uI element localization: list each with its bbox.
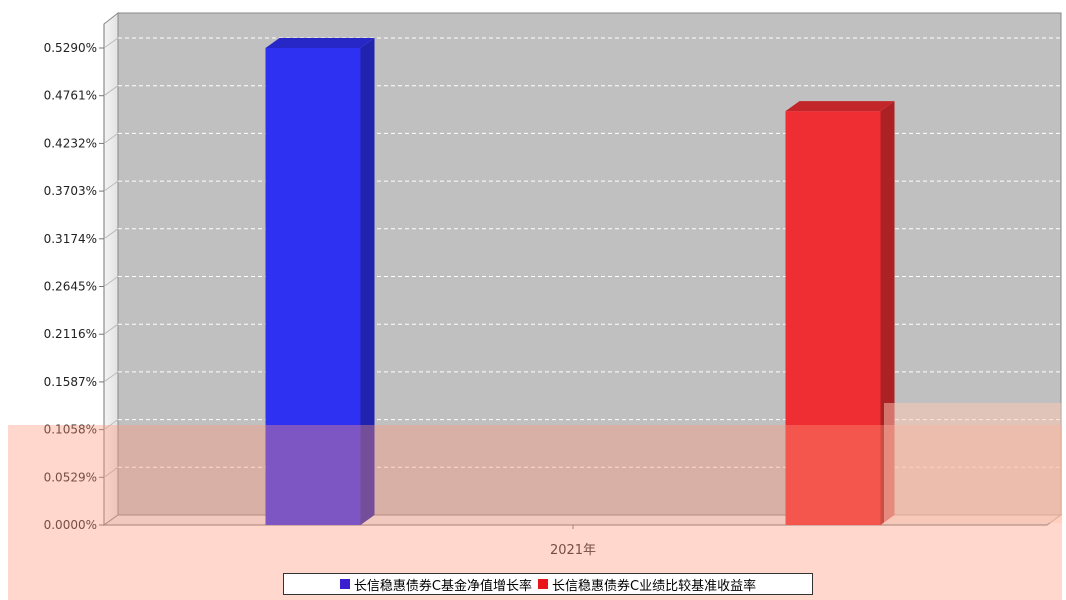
legend-label-nav-growth: 长信稳惠债券C基金净值增长率 [353, 578, 532, 594]
plot-area [117, 12, 1062, 516]
gridline-wall [103, 276, 119, 287]
gridline-wall [103, 323, 119, 335]
bar-top-1 [785, 101, 895, 112]
gridline-wall [103, 132, 119, 144]
legend-label-benchmark: 长信稳惠债券C业绩比较基准收益率 [552, 578, 757, 594]
gridline-wall [103, 419, 119, 431]
bar-side-0 [360, 38, 375, 525]
legend-item-nav-growth: 长信稳惠债券C基金净值增长率 [339, 575, 532, 594]
y-tick-label: 0.1587% [44, 375, 97, 389]
bar-side-1 [880, 101, 895, 526]
y-tick-label: 0.4232% [44, 136, 97, 150]
y-tick-label: 0.2645% [44, 280, 97, 294]
y-tick-label: 0.3703% [44, 184, 97, 198]
gridline-wall [103, 180, 119, 192]
x-category-label: 2021年 [550, 543, 596, 558]
legend-item-benchmark: 长信稳惠债券C业绩比较基准收益率 [538, 575, 756, 594]
gridline-wall [103, 466, 119, 478]
gridline-wall [103, 37, 119, 49]
gridline-wall [103, 85, 119, 97]
legend: 长信稳惠债券C基金净值增长率 长信稳惠债券C业绩比较基准收益率 [283, 573, 813, 595]
y-tick-label: 0.0529% [44, 470, 97, 484]
y-tick-label: 0.2116% [44, 327, 97, 341]
bar-0 [265, 48, 361, 525]
y-tick-label: 0.0000% [44, 518, 97, 532]
y-tick-label: 0.1058% [44, 423, 97, 437]
bar-top-0 [265, 38, 375, 48]
y-tick-label: 0.5290% [44, 41, 97, 55]
y-tick-label: 0.4761% [44, 89, 97, 103]
y-tick-label: 0.3174% [44, 232, 97, 246]
legend-swatch-red [538, 579, 548, 589]
legend-swatch-blue [339, 579, 350, 589]
gridline-wall [103, 228, 119, 240]
gridline-wall [103, 371, 119, 383]
bar-1 [785, 111, 881, 526]
plot-floor [102, 514, 1063, 526]
plot-left-wall [103, 11, 119, 526]
